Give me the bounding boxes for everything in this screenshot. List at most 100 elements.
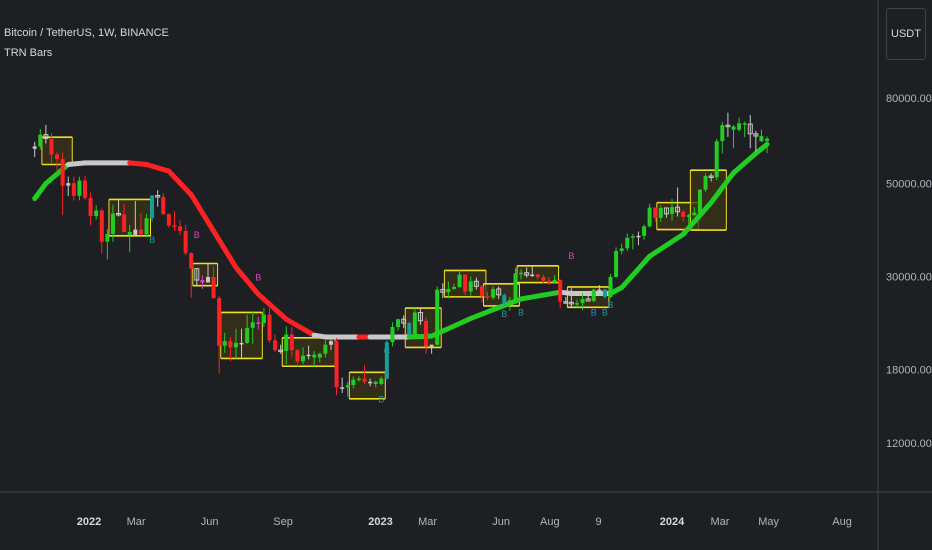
trend-line: [32, 141, 770, 340]
candle-body: [390, 327, 395, 343]
candle-body: [530, 274, 535, 277]
candle-body: [379, 378, 384, 384]
candle-body: [468, 281, 473, 292]
candle-body: [642, 226, 647, 236]
candle-body: [720, 125, 725, 142]
candle-body: [239, 342, 244, 345]
candle-body: [194, 268, 200, 281]
trend-line-segment: [166, 168, 194, 198]
candle-body: [614, 250, 619, 277]
trend-line-segment: [753, 141, 770, 156]
trend-line-segment: [32, 180, 49, 202]
candle-body: [697, 189, 702, 213]
trend-line-segment: [680, 200, 714, 237]
candle-body: [435, 289, 440, 345]
candle-body: [429, 344, 434, 347]
candle-body: [574, 303, 579, 305]
candle-body: [747, 123, 753, 135]
candle-body: [457, 274, 462, 287]
candle-body: [328, 341, 333, 345]
candle-body: [759, 136, 764, 142]
candle-body: [384, 342, 389, 379]
candle-body: [591, 289, 596, 301]
range-boxes: [41, 136, 727, 400]
candle-body: [301, 355, 306, 362]
candle-body: [558, 280, 563, 302]
candle-body: [351, 379, 356, 386]
candle-body: [737, 123, 742, 130]
trend-line-segment: [233, 264, 261, 297]
candle-body: [122, 214, 127, 232]
candle-body: [267, 314, 272, 341]
candle-body: [485, 296, 490, 298]
candle-body: [473, 280, 479, 287]
candle-body: [200, 280, 205, 283]
candle-body: [362, 378, 367, 382]
trend-line-segment: [65, 160, 88, 167]
x-tick-label: Sep: [273, 516, 293, 528]
candle-body: [519, 272, 524, 275]
trend-line-segment: [144, 161, 172, 174]
y-tick-label: 80000.00: [886, 93, 932, 105]
trend-line-segment: [283, 316, 317, 338]
candle-body: [513, 273, 518, 301]
candle-body: [38, 134, 43, 147]
candle-body: [71, 183, 76, 196]
signal-marker: B: [607, 300, 613, 310]
candle-body: [178, 226, 183, 232]
candle-body: [32, 146, 37, 149]
trend-line-segment: [255, 291, 289, 322]
candle-body: [636, 235, 641, 238]
candle-body: [663, 207, 669, 215]
candle-body: [88, 197, 93, 217]
candle-body: [289, 334, 294, 351]
trend-line-segment: [647, 231, 686, 259]
signal-marker: B: [194, 230, 200, 240]
candle-body: [94, 210, 99, 217]
candle-body: [424, 320, 429, 347]
signal-marker: B: [149, 235, 155, 245]
candle-body: [83, 180, 88, 198]
candle-body: [161, 197, 166, 215]
signal-marker: B: [518, 307, 524, 317]
x-tick-label: Aug: [832, 516, 852, 528]
x-tick-label: Mar: [710, 516, 729, 528]
indicator-label[interactable]: TRN Bars: [4, 47, 53, 59]
candle-body: [155, 195, 161, 198]
x-tick-label: Jun: [492, 516, 510, 528]
candle-body: [412, 312, 417, 335]
candle-body: [765, 138, 770, 142]
candle-body: [496, 288, 502, 296]
candle-body: [284, 334, 289, 352]
candle-body: [703, 175, 708, 190]
candle-body: [295, 350, 300, 362]
candle-body: [356, 378, 361, 381]
candle-body: [630, 236, 635, 238]
candle-body: [653, 207, 658, 218]
trend-line-segment: [127, 160, 150, 167]
candle-body: [105, 233, 110, 242]
candle-body: [502, 294, 507, 304]
candle-body: [479, 286, 484, 297]
candle-body: [670, 207, 674, 214]
x-tick-label: May: [758, 516, 779, 528]
candle-body: [608, 276, 613, 297]
y-tick-label: 50000.00: [886, 178, 932, 190]
candle-body: [373, 381, 378, 384]
candle-body: [222, 341, 227, 346]
currency-unit-button[interactable]: USDT: [886, 8, 926, 60]
candle-body: [491, 288, 496, 298]
x-tick-label: 9: [595, 516, 601, 528]
candle-body: [625, 237, 630, 249]
candle-body: [278, 349, 284, 353]
candle-body: [658, 207, 663, 218]
candle-body: [692, 212, 697, 216]
candle-body: [547, 280, 552, 283]
signal-marker: B: [378, 394, 384, 404]
x-tick-label: 2023: [368, 516, 392, 528]
candle-body: [463, 274, 468, 292]
trend-line-segment: [211, 228, 239, 270]
candle-body: [731, 126, 736, 130]
